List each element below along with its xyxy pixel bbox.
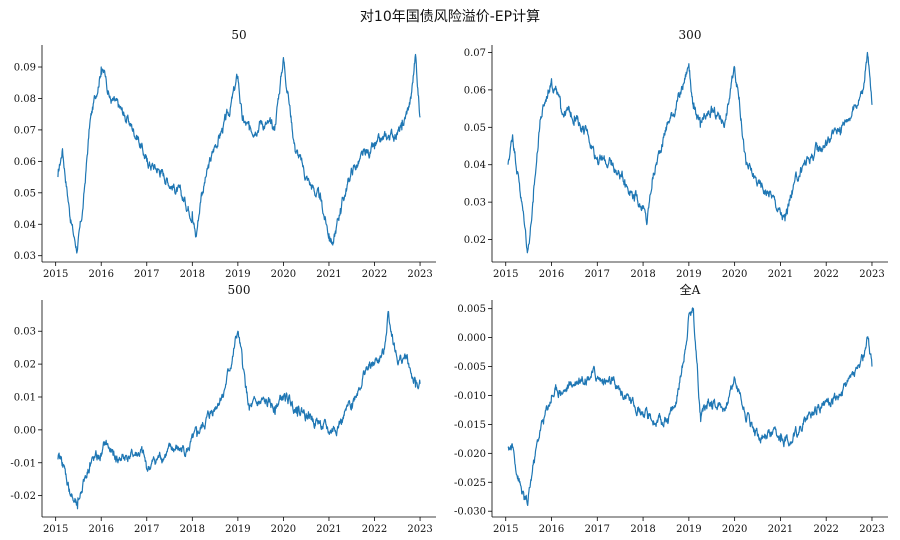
y-tick-label: -0.020: [454, 449, 486, 460]
y-tick-label: 0.03: [14, 251, 36, 262]
x-tick-label: 2019: [676, 269, 701, 280]
x-tick-label: 2022: [813, 269, 838, 280]
y-tick-label: 0.02: [14, 360, 36, 371]
x-tick-label: 2020: [722, 269, 747, 280]
y-tick-label: 0.09: [14, 63, 36, 74]
x-tick-label: 2022: [362, 269, 387, 280]
x-tick-label: 2017: [134, 269, 159, 280]
series-line: [507, 307, 873, 507]
y-tick-label: -0.010: [454, 391, 486, 402]
y-tick-label: 0.00: [14, 425, 36, 436]
x-tick-label: 2019: [225, 269, 250, 280]
x-tick-label: 2021: [768, 269, 793, 280]
y-tick-label: -0.030: [454, 507, 486, 518]
y-tick-label: 0.07: [464, 48, 486, 59]
y-tick-label: -0.025: [454, 478, 486, 489]
x-tick-label: 2015: [43, 269, 68, 280]
y-tick-label: 0.04: [14, 220, 36, 231]
x-tick-label: 2016: [88, 524, 113, 535]
y-tick-label: 0.01: [14, 392, 36, 403]
y-tick-label: 0.05: [14, 188, 36, 199]
x-tick-label: 2018: [180, 524, 205, 535]
x-tick-label: 2015: [493, 269, 518, 280]
x-tick-label: 2018: [180, 269, 205, 280]
x-tick-label: 2017: [585, 269, 610, 280]
y-tick-label: 0.03: [14, 327, 36, 338]
x-tick-label: 2016: [88, 269, 113, 280]
x-tick-label: 2019: [676, 524, 701, 535]
x-tick-label: 2018: [630, 269, 655, 280]
y-tick-label: -0.02: [10, 491, 36, 502]
x-tick-label: 2015: [493, 524, 518, 535]
x-tick-label: 2021: [768, 524, 793, 535]
x-tick-label: 2022: [813, 524, 838, 535]
y-tick-label: 0.03: [464, 198, 486, 209]
y-tick-label: 0.08: [14, 94, 36, 105]
x-tick-label: 2023: [407, 524, 432, 535]
x-tick-label: 2021: [316, 524, 341, 535]
y-tick-label: 0.06: [464, 85, 486, 96]
x-tick-label: 2020: [271, 269, 296, 280]
y-tick-label: -0.01: [10, 458, 36, 469]
x-tick-label: 2015: [43, 524, 68, 535]
figure-title: 对10年国债风险溢价-EP计算: [359, 9, 541, 25]
x-tick-label: 2021: [316, 269, 341, 280]
panel-0: 50 0.03 0.04 0.05 0.06 0.07 0.08 0.09 2015 2016 20…: [14, 28, 436, 280]
y-tick-label: 0.07: [14, 125, 36, 136]
panel-title: 500: [228, 283, 251, 297]
x-tick-label: 2020: [271, 524, 296, 535]
panel-3: 全A -0.030 -0.025 -0.020 -0.015 -0.010 -0.005 0.…: [454, 282, 888, 535]
y-tick-label: 0.06: [14, 157, 36, 168]
y-tick-label: 0.05: [464, 123, 486, 134]
y-tick-label: 0.005: [457, 304, 486, 315]
series-line: [507, 51, 873, 254]
x-tick-label: 2017: [585, 524, 610, 535]
y-tick-label: -0.005: [454, 362, 486, 373]
x-tick-label: 2022: [362, 524, 387, 535]
panel-title: 300: [679, 28, 702, 42]
x-tick-label: 2023: [859, 524, 884, 535]
y-tick-label: 0.02: [464, 235, 486, 246]
panel-title: 全A: [680, 282, 701, 297]
x-tick-label: 2023: [859, 269, 884, 280]
y-tick-label: 0.04: [464, 160, 486, 171]
y-tick-label: 0.000: [457, 333, 486, 344]
x-tick-label: 2016: [539, 269, 564, 280]
panel-2: 500 -0.02 -0.01 0.00 0.01 0.02 0.03 2015 2016 201…: [10, 283, 436, 535]
x-tick-label: 2017: [134, 524, 159, 535]
x-tick-label: 2016: [539, 524, 564, 535]
series-line: [57, 53, 421, 254]
x-tick-label: 2019: [225, 524, 250, 535]
x-tick-label: 2023: [407, 269, 432, 280]
x-tick-label: 2018: [630, 524, 655, 535]
panel-title: 50: [231, 28, 246, 42]
x-tick-label: 2020: [722, 524, 747, 535]
panel-1: 300 0.02 0.03 0.04 0.05 0.06 0.07 2015 2016 2017 2…: [464, 28, 888, 280]
y-tick-label: -0.015: [454, 420, 486, 431]
series-line: [57, 310, 421, 510]
